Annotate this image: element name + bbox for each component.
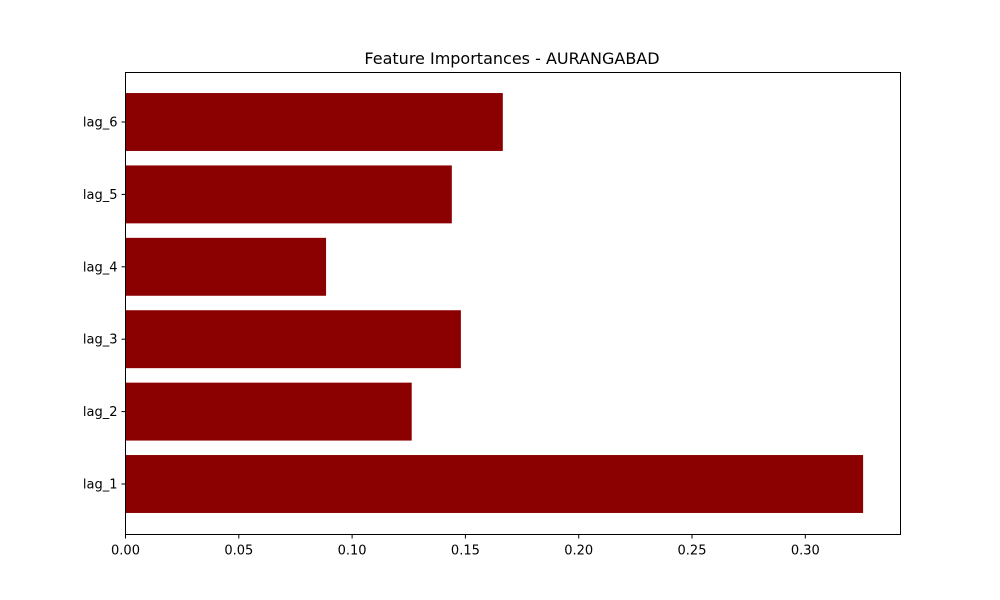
x-tick-label: 0.15 [451, 544, 480, 559]
x-tick-label: 0.05 [224, 544, 253, 559]
bar-lag_5 [125, 165, 452, 224]
y-tick-label: lag_1 [83, 478, 118, 493]
bars-group [125, 93, 864, 513]
bar-lag_4 [125, 237, 327, 296]
y-tick-label: lag_4 [83, 260, 118, 275]
x-tick-label: 0.25 [678, 544, 707, 559]
x-tick-label: 0.20 [564, 544, 593, 559]
bar-lag_6 [125, 93, 503, 151]
bar-lag_1 [125, 455, 864, 513]
x-tick-label: 0.30 [791, 544, 820, 559]
y-axis-ticks: lag_1 lag_2 lag_3 lag_4 lag_5 lag_6 [83, 116, 126, 493]
plot-frame [125, 72, 901, 535]
bar-lag_3 [125, 310, 461, 369]
bar-lag_2 [125, 382, 412, 441]
x-tick-label: 0.10 [338, 544, 367, 559]
y-tick-label: lag_5 [83, 188, 118, 203]
x-axis-ticks: 0.00 0.05 0.10 0.15 0.20 0.25 0.30 [111, 534, 820, 559]
x-tick-label: 0.00 [111, 544, 140, 559]
y-tick-label: lag_6 [83, 116, 118, 131]
chart-title: Feature Importances - AURANGABAD [364, 49, 659, 68]
y-tick-label: lag_2 [83, 405, 118, 420]
y-tick-label: lag_3 [83, 333, 118, 348]
